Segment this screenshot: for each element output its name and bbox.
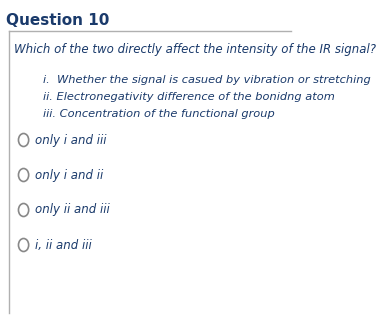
Text: Which of the two directly affect the intensity of the IR signal?: Which of the two directly affect the int… [14,43,376,56]
Text: only ii and iii: only ii and iii [35,203,109,216]
Text: i, ii and iii: i, ii and iii [35,238,91,252]
Text: Question 10: Question 10 [6,13,110,28]
Circle shape [19,133,28,147]
Text: ii. Electronegativity difference of the bonidng atom: ii. Electronegativity difference of the … [43,92,335,102]
Text: only i and iii: only i and iii [35,133,106,147]
Circle shape [19,238,28,252]
Circle shape [19,169,28,182]
Text: only i and ii: only i and ii [35,169,103,182]
Text: i.  Whether the signal is casued by vibration or stretching: i. Whether the signal is casued by vibra… [43,75,371,85]
Text: iii. Concentration of the functional group: iii. Concentration of the functional gro… [43,109,275,119]
Circle shape [19,203,28,216]
